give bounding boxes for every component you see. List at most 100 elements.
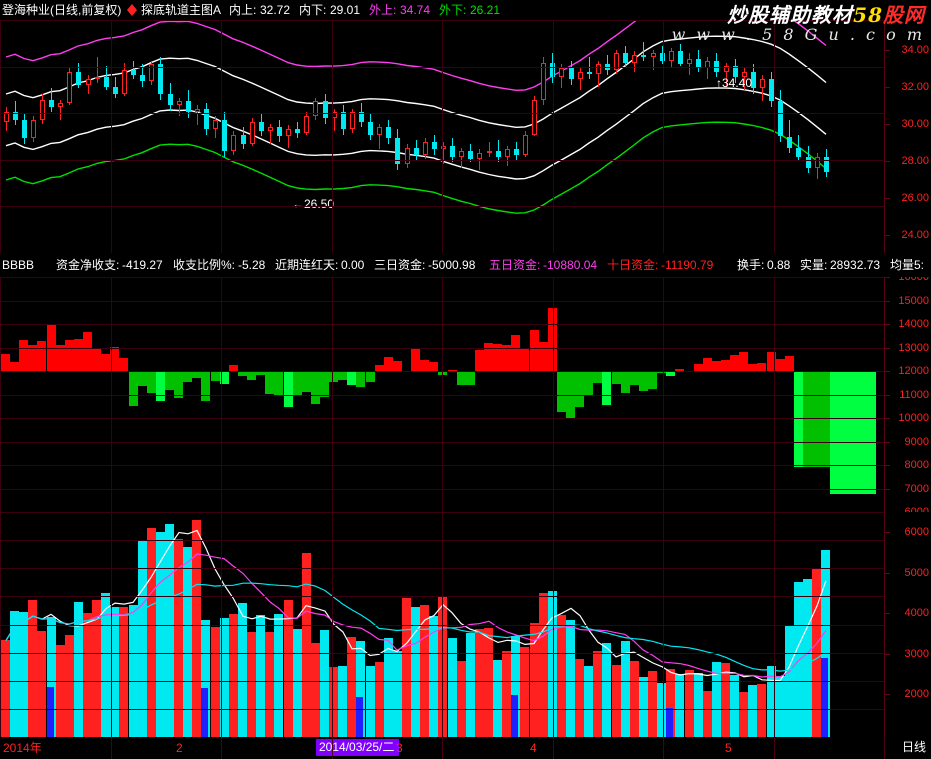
volume-panel[interactable] [0,512,884,737]
volume-bar [803,579,812,737]
volume-bar [220,618,229,737]
volume-bar [712,662,721,737]
axis-tick-label: 28.00 [901,154,929,167]
candle-body [569,68,574,80]
flow-bar [411,348,420,371]
flow-bar [648,371,657,389]
grid-line-v [332,512,333,737]
candle-wick [653,49,654,70]
flow-bar [366,371,375,382]
flow-bar [338,371,347,380]
candle-body [286,129,291,137]
status-field-value-1: -5.28 [238,258,266,272]
flow-bar [502,345,511,371]
volume-bar [821,550,830,737]
candle-body [796,147,801,157]
axis-tick [884,395,890,396]
flow-bar [493,344,502,371]
status-field-value-5: -11190.79 [661,258,714,272]
axis-tick [884,123,890,125]
money-flow-axis[interactable]: 16000 15000 14000 13000 12000 11000 10000 9000 8… [884,277,931,512]
volume-bar [201,620,210,737]
candle-body [13,112,18,120]
flow-bar [28,345,37,371]
band-line-0 [5,20,827,92]
candle-body [323,101,328,118]
band-line-2 [5,87,827,180]
grid-line-v [442,20,443,253]
flow-bar [630,371,639,385]
price-chart-panel[interactable]: ↑34.40 ←26.50 [0,20,884,253]
stock-title[interactable]: 登海种业(日线,前复权) [2,3,122,17]
flow-bar [757,363,766,371]
volume-bar [776,676,785,737]
candle-wick [197,105,198,126]
candle-body [733,66,738,78]
axis-tick-label: 6000 [904,526,929,538]
year-label: 2014年 [3,741,42,755]
axis-tick-label: 26.00 [901,191,929,204]
price-axis[interactable]: 34.00 32.00 30.00 28.00 26.00 24.00 [884,20,931,253]
period-selector[interactable]: 日线 [901,740,926,754]
flow-bar [165,371,174,390]
candle-wick [707,56,708,80]
flow-bar [393,361,402,371]
volume-bar [666,669,675,737]
candle-wick [762,75,763,102]
candle-body [259,121,264,131]
flow-bar [183,371,192,382]
candle-body [186,101,191,113]
candle-wick [60,99,61,120]
outer-upper-label: 外上: [369,3,397,17]
candle-body [4,112,9,122]
grid-line-v [663,512,664,737]
candle-wick [589,56,590,80]
flow-bar [730,355,739,371]
volume-bar [721,663,730,737]
axis-tick [884,442,890,443]
flow-bar [675,369,684,371]
grid-line-v [0,20,1,253]
volume-bar [511,636,520,737]
volume-bar [539,593,548,737]
axis-tick-label: 9000 [904,436,929,448]
candle-body [268,127,273,131]
candle-wick [334,108,335,131]
axis-tick-label: 16000 [898,277,929,283]
date-axis-bar[interactable]: 2014年 2014/03/25/二 日线 2 3 4 5 [0,737,931,759]
volume-bar [812,568,821,737]
month-tick-label: 3 [396,741,403,755]
volume-bar [311,643,320,737]
volume-bar [83,613,92,737]
axis-tick [884,694,890,695]
volume-bar [366,666,375,737]
candle-body [204,108,209,130]
flow-bar [129,371,138,406]
grid-line-v [0,512,1,737]
candle-body [651,53,656,57]
grid-line-v [332,277,333,512]
volume-bar [56,645,65,737]
grid-line-v [663,20,664,253]
money-flow-panel[interactable] [0,277,884,512]
candle-body [414,147,419,155]
candle-body [742,71,747,78]
selected-date-highlight[interactable]: 2014/03/25/二 [316,739,399,756]
candle-body [423,142,428,155]
flow-bar [557,371,566,412]
candle-body [468,151,473,159]
indicator-name[interactable]: 探底轨道主图A [141,3,222,17]
volume-bar-highlight [356,697,363,737]
candle-body [386,127,391,139]
volume-bar-highlight [821,658,828,737]
inner-lower-value: 29.01 [330,3,361,17]
volume-bar [156,532,165,737]
status-field-label-4: 五日资金: [489,258,541,272]
candle-body [614,53,619,70]
status-field-label-6: 换手: [737,258,765,272]
volume-axis[interactable]: 6000 5000 4000 3000 2000 [884,512,931,737]
candle-body [222,119,227,152]
candle-body [523,134,528,155]
volume-bar [694,673,703,737]
candle-body [195,108,200,113]
